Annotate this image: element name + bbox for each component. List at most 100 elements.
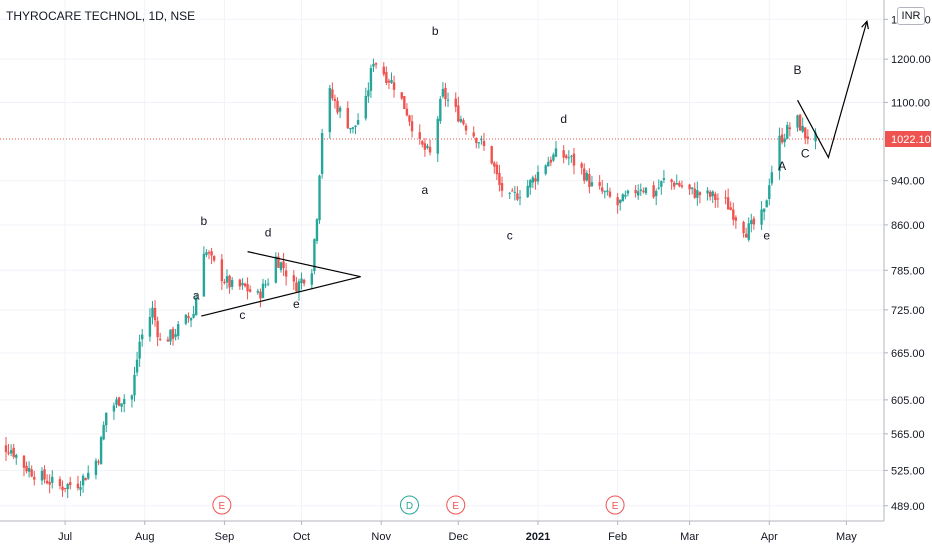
- candle-body: [205, 252, 208, 255]
- candle-body: [69, 482, 72, 486]
- candle-body: [804, 127, 807, 139]
- candle-body: [123, 399, 126, 405]
- candle-body: [439, 98, 442, 122]
- candle-body: [780, 134, 784, 143]
- candle-body: [117, 397, 121, 406]
- candle-body: [76, 483, 80, 489]
- candle-body: [372, 63, 375, 67]
- candle-body: [171, 328, 175, 339]
- wave-label: b: [432, 24, 439, 38]
- wave-label: B: [794, 63, 802, 77]
- candle-body: [459, 118, 463, 122]
- candle-body: [619, 199, 622, 204]
- y-tick-label: 665.00: [891, 348, 925, 360]
- candle-body: [644, 187, 648, 194]
- candle-body: [354, 125, 357, 127]
- candle-body: [105, 412, 108, 426]
- candle-body: [382, 66, 385, 75]
- y-tick-label: 1200.00: [891, 54, 931, 66]
- candle-body: [495, 164, 499, 175]
- candle-body: [148, 316, 152, 337]
- candle-body: [310, 273, 314, 285]
- dividend-marker-label: D: [406, 501, 413, 512]
- candle-body: [364, 96, 367, 119]
- candle-body: [63, 487, 67, 489]
- candle-body: [750, 220, 753, 225]
- candle-body: [428, 146, 432, 153]
- candle-body: [626, 190, 630, 194]
- candle-body: [423, 143, 427, 150]
- candle-body: [151, 307, 154, 318]
- candle-body: [133, 374, 136, 396]
- candle-body: [346, 107, 349, 129]
- candle-body: [292, 275, 296, 282]
- candle-body: [66, 483, 69, 490]
- candle-body: [400, 92, 403, 99]
- candle-body: [672, 182, 676, 187]
- candle-body: [184, 314, 188, 324]
- last-price-tag: [885, 130, 931, 147]
- candle-body: [480, 139, 483, 141]
- candle-body: [796, 115, 799, 128]
- candle-body: [187, 316, 190, 319]
- candle-body: [328, 88, 332, 133]
- candle-body: [462, 120, 465, 125]
- candle-body: [259, 291, 262, 299]
- currency-badge[interactable]: INR: [897, 7, 925, 25]
- wave-label: a: [193, 289, 200, 303]
- candle-body: [675, 183, 678, 185]
- candle-body: [421, 141, 424, 145]
- candle-body: [212, 255, 216, 261]
- candle-body: [765, 200, 768, 208]
- candle-body: [115, 399, 118, 405]
- candle-body: [511, 190, 514, 192]
- candle-body: [369, 68, 373, 91]
- candle-body: [284, 270, 288, 277]
- candle-body: [444, 87, 447, 100]
- candle-body: [498, 172, 501, 185]
- candle-body: [464, 125, 468, 131]
- candle-body: [662, 178, 666, 180]
- candle-body: [624, 194, 627, 197]
- candle-body: [657, 187, 660, 189]
- wave-label: d: [265, 226, 272, 240]
- candle-body: [724, 197, 727, 199]
- candle-body: [516, 193, 519, 200]
- candle-body: [166, 339, 170, 342]
- candle-body: [410, 121, 414, 132]
- candle-body: [25, 465, 28, 472]
- candle-body: [798, 114, 802, 131]
- candle-body: [318, 175, 321, 221]
- candle-body: [27, 468, 31, 472]
- y-tick-label: 940.00: [891, 176, 925, 188]
- candle-body: [138, 341, 141, 359]
- candle-body: [282, 261, 285, 269]
- candle-body: [174, 334, 177, 337]
- x-tick-label: Mar: [680, 531, 699, 543]
- candle-body: [531, 177, 535, 183]
- candle-body: [457, 105, 460, 122]
- candle-body: [385, 71, 388, 83]
- candle-body: [690, 187, 694, 189]
- projection-path: [797, 21, 868, 159]
- candle-body: [482, 140, 486, 147]
- candle-body: [194, 297, 198, 316]
- candle-body: [392, 82, 396, 90]
- candle-body: [266, 283, 270, 285]
- candle-body: [696, 190, 699, 198]
- candle-body: [405, 108, 409, 116]
- candle-body: [500, 183, 504, 191]
- candle-body: [313, 239, 316, 272]
- x-tick-label: Jul: [58, 531, 72, 543]
- candle-body: [40, 470, 44, 481]
- candle-body: [513, 191, 517, 193]
- candle-body: [601, 187, 604, 192]
- candle-body: [698, 192, 702, 196]
- candle-body: [51, 476, 54, 483]
- candle-body: [580, 163, 583, 168]
- wave-label: e: [293, 297, 300, 311]
- candle-body: [84, 478, 87, 481]
- candle-body: [349, 127, 352, 130]
